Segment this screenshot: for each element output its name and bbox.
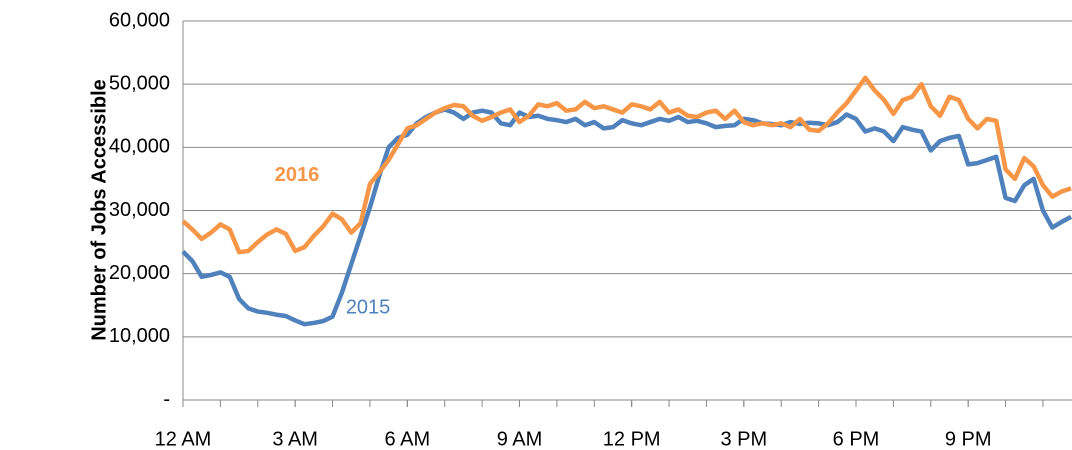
annotation: 2015	[346, 297, 391, 319]
x-tick-label: 9 PM	[945, 428, 992, 450]
y-tick-label: -	[163, 388, 170, 410]
x-tick-label: 12 AM	[155, 428, 212, 450]
annotation: 2016	[275, 164, 320, 186]
y-tick-label: 30,000	[109, 199, 170, 221]
x-tick-label: 3 PM	[720, 428, 767, 450]
y-tick-label: 50,000	[109, 72, 170, 94]
y-tick-label: 40,000	[109, 136, 170, 158]
x-tick-label: 6 PM	[833, 428, 880, 450]
x-tick-label: 3 AM	[272, 428, 318, 450]
x-tick-label: 12 PM	[603, 428, 661, 450]
y-axis-label: Number of Jobs Accessible	[88, 79, 110, 341]
x-tick-label: 6 AM	[385, 428, 431, 450]
x-tick-label: 9 AM	[497, 428, 543, 450]
line-series	[181, 75, 1072, 255]
y-tick-label: 20,000	[109, 262, 170, 284]
y-tick-label: 60,000	[109, 9, 170, 31]
y-tick-label: 10,000	[109, 325, 170, 347]
line-series	[181, 107, 1072, 327]
